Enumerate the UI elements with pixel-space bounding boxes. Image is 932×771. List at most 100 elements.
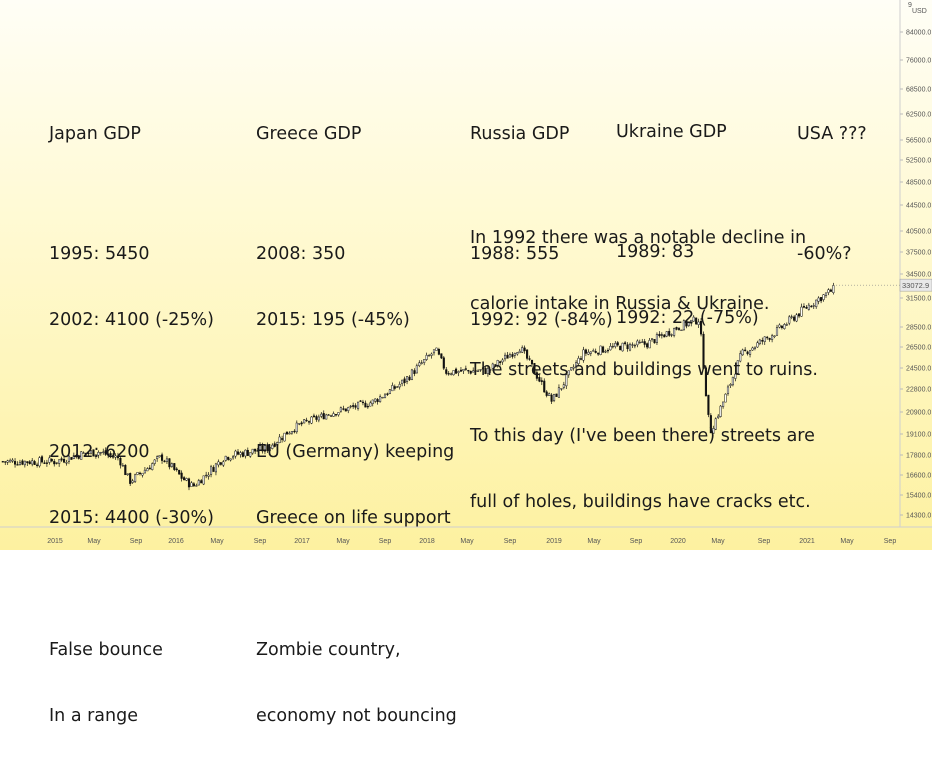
candle-body [418, 362, 421, 367]
candle-body [717, 415, 720, 418]
ukraine-line-2: 1992: 22 (-75%) [616, 308, 759, 328]
y-tick-label: 24500.0 [906, 366, 931, 373]
candle-body [557, 387, 561, 398]
russia-line-2: 1992: 92 (-84%) [470, 310, 613, 330]
candle-body [602, 346, 605, 353]
candle-body [479, 369, 482, 371]
candle-body [597, 352, 600, 355]
candle-body [102, 451, 105, 453]
candle-body [408, 376, 411, 381]
candle-body [366, 405, 369, 408]
candle-body [268, 447, 271, 451]
candle-body [641, 341, 644, 343]
candle-body [67, 455, 71, 462]
russia-line-1: 1988: 555 [470, 244, 560, 264]
candle-body [687, 321, 690, 326]
japan-line-7: False bounce [49, 640, 163, 660]
candle-body [45, 462, 48, 464]
candle-body [229, 458, 232, 461]
candle-body [614, 343, 617, 347]
candle-body [773, 335, 776, 337]
japan-note: Japan GDP 1995: 5450 2002: 4100 (-25%) 2… [49, 79, 214, 771]
candle-body [452, 370, 455, 376]
candle-body [530, 359, 534, 365]
candle-body [714, 418, 717, 430]
candle-body [582, 349, 585, 361]
y-tick-label: 40500.0 [906, 229, 931, 236]
candle-body [263, 445, 266, 452]
candle-body [722, 401, 725, 407]
x-tick-label: Sep [130, 538, 143, 545]
candle-body [77, 455, 80, 459]
candle-body [234, 450, 237, 457]
candle-body [50, 458, 53, 462]
candle-body [403, 378, 406, 383]
candle-body [410, 369, 413, 380]
candle-body [719, 405, 722, 417]
candle-body [783, 324, 786, 330]
candle-body [501, 359, 504, 363]
candle-body [195, 485, 198, 487]
candle-body [312, 415, 315, 418]
candle-body [653, 339, 656, 344]
candle-body [158, 455, 161, 458]
candle-body [528, 358, 531, 360]
x-tick-label: 2021 [799, 538, 815, 545]
greece-line-7: Zombie country, [256, 640, 401, 660]
greece-line-5: Greece on life support [256, 508, 451, 528]
x-tick-label: Sep [884, 538, 897, 545]
candle-body [112, 456, 115, 458]
candle-body [540, 380, 543, 382]
y-tick-label: 48500.0 [906, 180, 931, 187]
y-tick-label: 31500.0 [906, 296, 931, 303]
collapse-paragraph: In 1992 there was a notable decline in c… [470, 183, 818, 557]
candle-body [261, 445, 264, 452]
candle-body [161, 454, 164, 461]
candle-body [467, 370, 470, 372]
y-tick-label: 16600.0 [906, 473, 931, 480]
candle-body [178, 469, 181, 475]
last-price-label: 33072.9 [902, 281, 929, 290]
candle-body [584, 349, 587, 354]
candle-body [589, 351, 592, 354]
candle-body [425, 354, 428, 360]
candle-body [445, 369, 448, 374]
candle-body [523, 347, 526, 352]
candle-body [579, 358, 583, 360]
candle-body [800, 306, 803, 317]
candle-body [420, 362, 423, 364]
candle-body [80, 451, 83, 460]
candle-body [633, 344, 636, 347]
candle-body [604, 351, 607, 353]
x-tick-label: May [460, 538, 474, 545]
candle-body [428, 355, 431, 357]
y-tick-label: 19100.0 [906, 432, 931, 439]
candle-body [700, 320, 703, 335]
x-tick-label: Sep [379, 538, 392, 545]
candle-body [746, 351, 749, 355]
candle-body [775, 327, 779, 336]
candle-body [334, 414, 338, 416]
candle-body [680, 329, 683, 331]
candle-body [744, 349, 747, 352]
candle-body [702, 333, 705, 369]
candle-body [709, 415, 712, 434]
greece-line-6 [256, 573, 457, 595]
paragraph-line-1: In 1992 there was a notable decline in [470, 228, 807, 248]
candle-body [611, 345, 614, 348]
candle-body [822, 294, 825, 300]
candle-body [376, 399, 379, 402]
candle-body [18, 461, 21, 465]
candle-body [824, 292, 828, 296]
greece-line-8: economy not bouncing [256, 706, 457, 726]
japan-line-3 [49, 375, 214, 397]
candle-body [626, 344, 629, 350]
candle-body [726, 386, 730, 394]
candle-body [317, 416, 320, 421]
candle-body [616, 342, 619, 346]
candle-body [114, 455, 117, 458]
candle-body [126, 473, 129, 475]
greece-line-2: 2015: 195 (-45%) [256, 310, 410, 330]
greece-line-3 [256, 375, 457, 397]
japan-line-4: 2012: 6200 [49, 442, 150, 462]
